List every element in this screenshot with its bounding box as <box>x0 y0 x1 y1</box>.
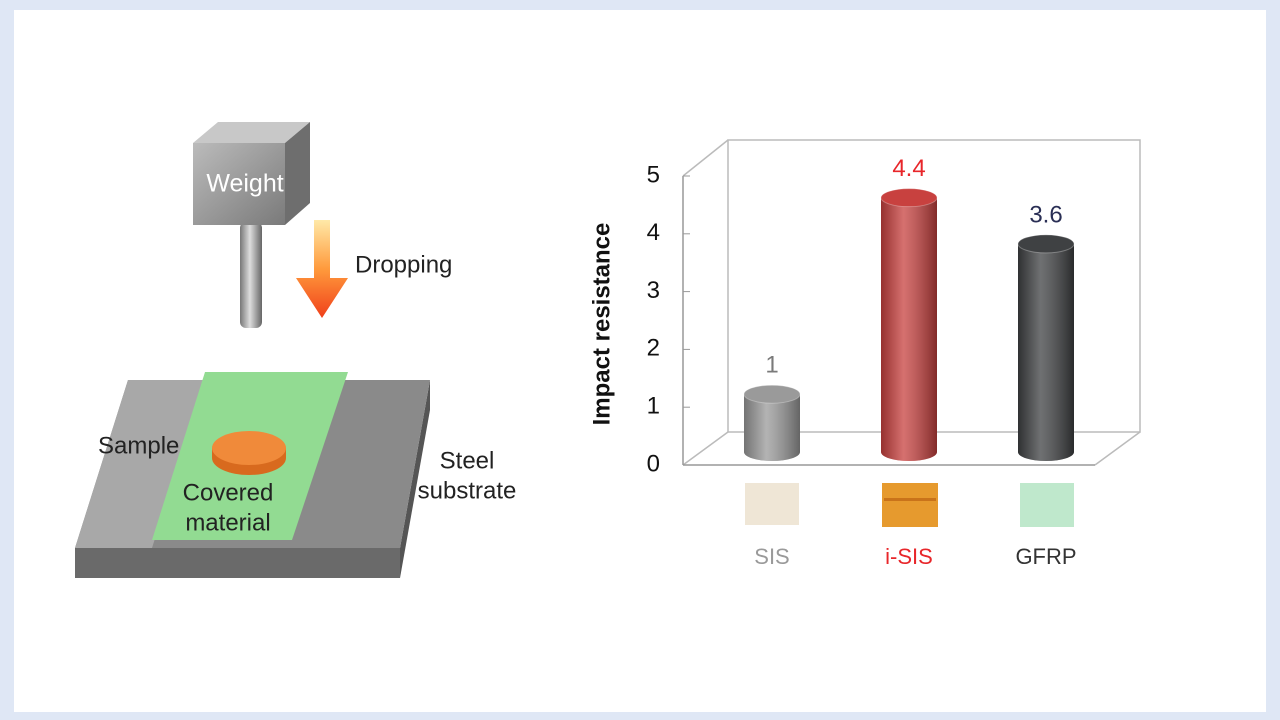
panel <box>14 10 1266 712</box>
value-label: 1 <box>765 352 778 379</box>
y-tick-label: 4 <box>647 219 660 246</box>
swatch-isis <box>882 483 938 527</box>
bar-top <box>880 188 938 208</box>
y-tick-label: 5 <box>647 161 660 188</box>
y-tick-label: 3 <box>647 277 660 304</box>
weight-label: Weight <box>206 170 283 198</box>
frame-edge <box>682 139 729 177</box>
dropping-label: Dropping <box>355 251 452 278</box>
plate-light <box>75 380 205 548</box>
bar-shade <box>1018 243 1074 461</box>
plate-side <box>400 380 430 578</box>
cube-front <box>193 143 285 225</box>
sample-disc <box>212 431 286 465</box>
frame-edge <box>1094 431 1141 466</box>
y-tick-label: 1 <box>647 393 660 420</box>
drop-test-diagram: Weight Dropping Sample Covered material … <box>75 122 516 578</box>
covered-label: material <box>185 509 270 536</box>
chart-frame <box>682 139 1141 466</box>
swatch-isis-seam <box>884 498 936 501</box>
y-axis-title: Impact resistance <box>588 223 615 426</box>
x-tick-label: GFRP <box>1015 544 1076 569</box>
value-label: 3.6 <box>1029 201 1062 228</box>
cube-side <box>285 122 310 225</box>
covered-label: Covered <box>183 479 274 506</box>
swatch-sis <box>745 483 799 525</box>
y-tick-label: 2 <box>647 335 660 362</box>
swatch-gfrp <box>1020 483 1074 527</box>
bar-shade <box>881 197 937 461</box>
bar-top <box>743 384 801 404</box>
x-tick-label: i-SIS <box>885 544 933 569</box>
bar-top <box>1017 234 1075 254</box>
x-tick-label: SIS <box>754 544 789 569</box>
frame-edge <box>682 431 729 466</box>
drop-arrow <box>296 220 348 318</box>
steel-label: Steel <box>440 447 495 474</box>
y-tick-label: 0 <box>647 450 660 477</box>
rod <box>240 222 262 328</box>
cube-top <box>193 122 310 143</box>
bar-shade <box>744 394 800 461</box>
sample-label: Sample <box>98 432 179 459</box>
value-label: 4.4 <box>892 155 925 182</box>
plate-front <box>75 548 400 578</box>
steel-label: substrate <box>418 477 517 504</box>
